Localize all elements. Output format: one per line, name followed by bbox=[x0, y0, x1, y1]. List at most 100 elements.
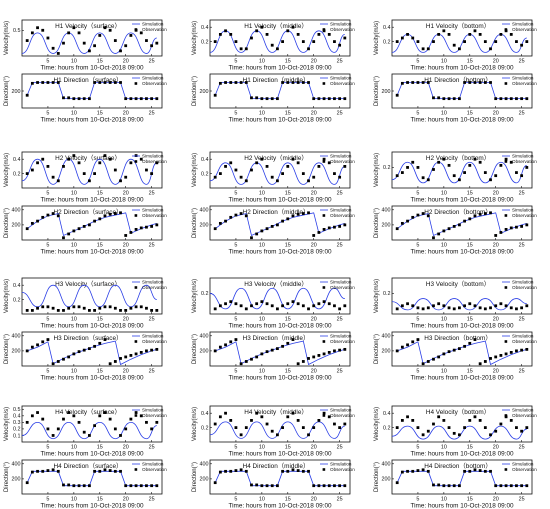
observation-marker bbox=[113, 81, 117, 84]
y-tick-label: 200 bbox=[12, 89, 21, 95]
observation-marker bbox=[239, 175, 243, 179]
simulation-line bbox=[209, 287, 345, 310]
y-tick-label: 0.4 bbox=[383, 25, 391, 31]
observation-marker bbox=[270, 97, 274, 101]
x-tick-label: 20 bbox=[493, 445, 499, 451]
x-tick-label: 25 bbox=[149, 243, 155, 249]
x-tick-label: 10 bbox=[71, 497, 77, 503]
x-tick-label: 25 bbox=[337, 111, 343, 117]
observation-marker bbox=[452, 174, 456, 178]
y-tick-label: 0.2 bbox=[383, 39, 391, 45]
observation-marker bbox=[67, 355, 71, 359]
legend-observation-swatch bbox=[322, 468, 326, 471]
observation-marker bbox=[98, 217, 102, 221]
y-tick-label: 0.1 bbox=[13, 433, 21, 439]
observation-marker bbox=[124, 175, 128, 179]
observation-marker bbox=[260, 415, 264, 419]
x-tick-label: 20 bbox=[311, 445, 317, 451]
observation-marker bbox=[265, 97, 269, 101]
simulation-line bbox=[396, 82, 527, 100]
observation-marker bbox=[124, 427, 128, 431]
plot-frame bbox=[209, 459, 351, 495]
observation-marker bbox=[41, 157, 45, 161]
observation-marker bbox=[260, 229, 264, 233]
observation-marker bbox=[224, 81, 227, 84]
plot-frame bbox=[209, 19, 351, 57]
observation-marker bbox=[134, 228, 138, 231]
x-tick-label: 15 bbox=[97, 497, 103, 503]
x-tick-label: 20 bbox=[123, 317, 129, 323]
observation-marker bbox=[155, 309, 159, 312]
observation-marker bbox=[312, 484, 316, 488]
observation-marker bbox=[322, 352, 326, 356]
observation-marker bbox=[489, 81, 492, 84]
legend-observation-label: Observation bbox=[330, 285, 355, 290]
x-tick-label: 15 bbox=[467, 369, 473, 375]
x-tick-label: 10 bbox=[259, 59, 265, 65]
simulation-line bbox=[209, 162, 345, 185]
observation-marker bbox=[411, 81, 415, 84]
observation-marker bbox=[291, 411, 295, 415]
y-axis-label: Direction(°) bbox=[4, 462, 10, 492]
observation-marker bbox=[494, 234, 498, 237]
observation-marker bbox=[509, 226, 513, 230]
y-tick-label: 0.2 bbox=[383, 425, 391, 431]
legend-simulation-label: Simulation bbox=[330, 408, 352, 413]
legend-simulation-label: Simulation bbox=[512, 154, 534, 159]
observation-marker bbox=[400, 221, 404, 225]
observation-marker bbox=[229, 469, 233, 473]
y-tick-label: 0.3 bbox=[13, 420, 21, 426]
observation-marker bbox=[322, 157, 326, 161]
observation-marker bbox=[30, 31, 34, 35]
legend-observation-swatch bbox=[504, 414, 508, 417]
observation-marker bbox=[520, 225, 524, 228]
observation-marker bbox=[442, 29, 446, 33]
observation-marker bbox=[509, 351, 513, 354]
observation-marker bbox=[463, 304, 466, 308]
x-tick-label: 25 bbox=[149, 369, 155, 375]
x-tick-label: 10 bbox=[71, 369, 77, 375]
observation-marker bbox=[489, 357, 492, 360]
legend-simulation-label: Simulation bbox=[142, 22, 164, 27]
x-tick-label: 5 bbox=[234, 317, 237, 323]
chart-title: H2 Velocity（middle） bbox=[244, 154, 308, 162]
observation-marker bbox=[327, 302, 331, 306]
x-tick-label: 15 bbox=[97, 243, 103, 249]
observation-marker bbox=[281, 426, 284, 429]
x-tick-label: 5 bbox=[46, 369, 49, 375]
x-tick-label: 15 bbox=[285, 191, 291, 197]
observation-marker bbox=[317, 33, 321, 36]
observation-marker bbox=[437, 232, 441, 236]
x-tick-label: 20 bbox=[123, 369, 129, 375]
legend-observation-label: Observation bbox=[142, 467, 167, 472]
plot-frame bbox=[209, 331, 351, 367]
observation-marker bbox=[317, 484, 321, 488]
x-tick-label: 25 bbox=[519, 369, 525, 375]
y-tick-label: 200 bbox=[382, 89, 391, 95]
observation-marker bbox=[134, 154, 138, 157]
x-tick-label: 25 bbox=[337, 243, 343, 249]
observation-marker bbox=[88, 179, 91, 183]
observation-marker bbox=[25, 93, 29, 97]
observation-marker bbox=[77, 227, 81, 231]
plot-frame bbox=[391, 405, 533, 443]
observation-marker bbox=[145, 349, 148, 353]
simulation-line bbox=[396, 470, 527, 487]
observation-marker bbox=[296, 469, 300, 472]
legend-observation-label: Observation bbox=[142, 81, 167, 86]
observation-marker bbox=[224, 29, 227, 33]
observation-marker bbox=[432, 483, 435, 487]
observation-marker bbox=[93, 469, 96, 473]
observation-marker bbox=[82, 172, 86, 175]
observation-marker bbox=[525, 426, 529, 429]
observation-marker bbox=[499, 33, 503, 36]
observation-marker bbox=[155, 41, 159, 45]
observation-marker bbox=[416, 338, 420, 341]
x-tick-label: 5 bbox=[234, 111, 237, 117]
x-tick-label: 10 bbox=[259, 317, 265, 323]
observation-marker bbox=[134, 411, 138, 414]
x-tick-label: 20 bbox=[311, 191, 317, 197]
observation-marker bbox=[317, 97, 321, 101]
x-tick-label: 25 bbox=[519, 445, 525, 451]
observation-marker bbox=[113, 427, 117, 431]
